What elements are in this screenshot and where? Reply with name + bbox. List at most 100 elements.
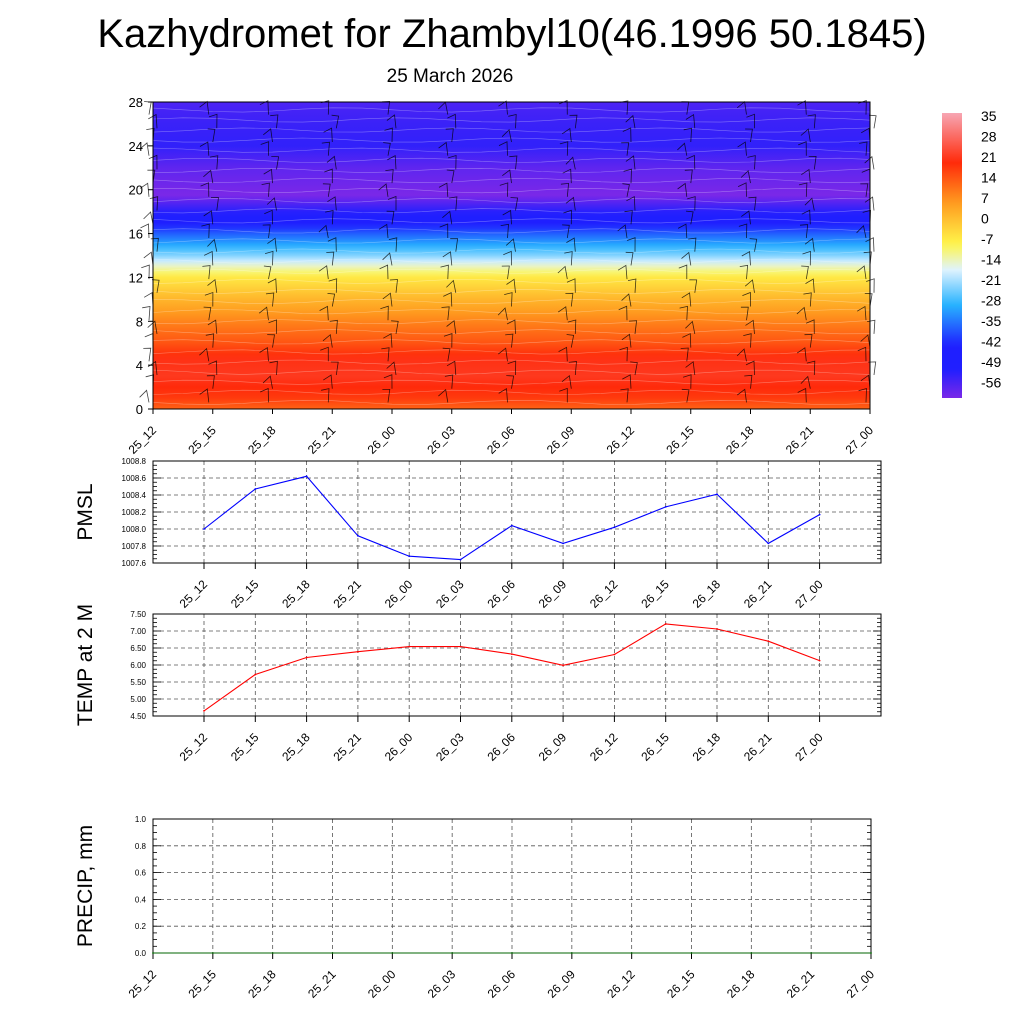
precip-panel <box>152 818 872 959</box>
contour-line <box>152 107 871 113</box>
wind-barb <box>260 141 270 156</box>
wind-barb <box>800 128 811 143</box>
temp-2m-point <box>305 656 308 659</box>
precip-point <box>391 952 394 954</box>
wind-barb <box>326 155 337 170</box>
x-tick-label: 25_15 <box>185 967 219 1001</box>
wind-barb <box>204 250 214 266</box>
wind-barb <box>804 237 815 252</box>
colorbar-label: 0 <box>981 211 989 227</box>
wind-barb <box>803 292 812 307</box>
wind-barb <box>685 114 696 129</box>
x-tick-label: 26_00 <box>365 423 399 457</box>
wind-barb <box>258 306 269 321</box>
contour-line <box>152 359 871 365</box>
y-tick-label: 0.6 <box>135 869 147 878</box>
wind-barb <box>682 333 692 348</box>
wind-barb <box>267 278 277 293</box>
wind-barb <box>148 154 158 170</box>
precip-point <box>750 952 753 954</box>
wind-barb <box>378 183 389 197</box>
y-tick-label: 1007.6 <box>122 559 147 568</box>
wind-barb <box>498 141 508 156</box>
x-tick-label: 26_18 <box>690 730 724 764</box>
wind-barb <box>741 250 751 266</box>
wind-barb <box>736 348 747 362</box>
wind-barb <box>203 169 214 184</box>
wind-barb <box>568 361 577 376</box>
y-tick-label: 5.50 <box>130 678 146 687</box>
wind-barb <box>622 183 630 197</box>
pmsl-point <box>459 558 462 561</box>
x-tick-label: 26_21 <box>741 730 775 764</box>
contour-line <box>152 248 871 254</box>
wind-barb <box>508 113 517 129</box>
wind-barb <box>567 319 577 334</box>
wind-barb <box>200 182 210 197</box>
temp-2m-point <box>510 653 513 655</box>
x-tick-label: 26_03 <box>433 577 467 611</box>
wind-barb <box>804 197 815 211</box>
x-tick-label: 25_15 <box>185 423 219 457</box>
wind-barb <box>329 319 338 334</box>
wind-barb <box>857 346 867 362</box>
wind-barb <box>139 389 150 403</box>
wind-barb <box>379 264 389 280</box>
wind-barb <box>684 169 693 184</box>
wind-barb <box>444 374 454 389</box>
y-tick-label: 20 <box>129 183 143 198</box>
x-tick-label: 26_18 <box>690 577 724 611</box>
pmsl-point <box>562 542 564 545</box>
wind-barb <box>737 141 747 156</box>
wind-barb <box>858 387 867 403</box>
temp-2m-point <box>562 664 564 667</box>
precip-point <box>690 952 693 954</box>
x-tick-label: 26_03 <box>424 423 458 457</box>
wind-barb <box>744 374 753 389</box>
wind-barb <box>391 320 399 334</box>
wind-barb <box>565 196 576 211</box>
wind-barb <box>145 374 155 389</box>
wind-barb <box>742 291 751 307</box>
wind-barb <box>566 237 576 252</box>
wind-barb <box>685 361 696 376</box>
wind-barb <box>263 265 272 280</box>
wind-barb <box>268 319 278 334</box>
colorbar-label: -7 <box>981 231 994 247</box>
wind-barb <box>387 195 397 211</box>
wind-barb <box>557 306 568 321</box>
wind-barb <box>685 320 696 334</box>
contour-line <box>152 369 871 375</box>
pmsl-point <box>664 506 667 508</box>
wind-barb <box>323 374 333 389</box>
wind-barb <box>442 251 453 266</box>
x-tick-label: 25_21 <box>331 730 365 764</box>
contour-line <box>152 228 871 234</box>
wind-barb <box>498 100 508 115</box>
wind-barb <box>745 128 753 143</box>
wind-barb <box>559 141 569 156</box>
wind-barb <box>267 237 277 252</box>
y-axis-label: PMSL <box>74 483 97 540</box>
wind-barb <box>321 141 330 156</box>
wind-barb <box>685 210 694 225</box>
wind-barb <box>866 278 875 293</box>
wind-barb <box>143 347 152 362</box>
y-tick-label: 1008.6 <box>122 474 147 483</box>
wind-barb <box>385 169 394 184</box>
wind-barb <box>330 361 339 376</box>
wind-barb <box>745 360 755 376</box>
precip-point <box>511 952 513 954</box>
x-tick-label: 26_12 <box>587 577 621 611</box>
y-tick-label: 1007.8 <box>122 542 147 551</box>
wind-barb <box>506 278 516 293</box>
wind-barb <box>504 292 513 307</box>
wind-barb <box>626 237 636 252</box>
wind-barb <box>806 360 816 376</box>
wind-barb <box>438 388 449 403</box>
wind-barb <box>144 333 154 348</box>
wind-barb <box>678 264 688 280</box>
wind-barb <box>449 196 458 211</box>
wind-barb <box>386 114 397 129</box>
x-tick-label: 26_21 <box>784 967 818 1001</box>
